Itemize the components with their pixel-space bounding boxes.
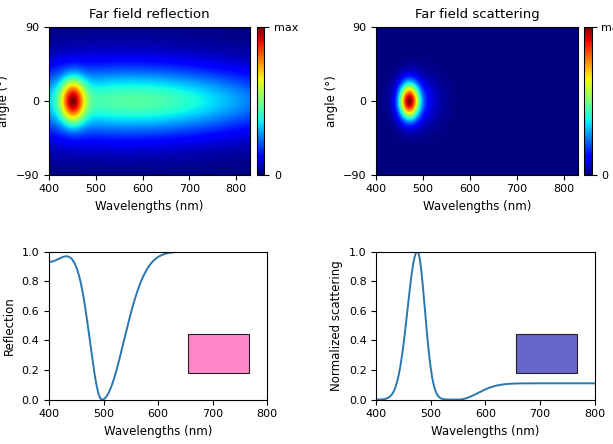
Y-axis label: angle (°): angle (°) <box>325 75 338 127</box>
Bar <box>188 334 249 373</box>
Title: Far field reflection: Far field reflection <box>89 8 210 21</box>
Title: Far field scattering: Far field scattering <box>414 8 539 21</box>
X-axis label: Wavelengths (nm): Wavelengths (nm) <box>96 200 204 213</box>
Bar <box>516 334 577 373</box>
X-axis label: Wavelengths (nm): Wavelengths (nm) <box>423 200 531 213</box>
X-axis label: Wavelengths (nm): Wavelengths (nm) <box>432 425 539 438</box>
Y-axis label: Normalized scattering: Normalized scattering <box>330 260 343 391</box>
Y-axis label: angle (°): angle (°) <box>0 75 10 127</box>
Y-axis label: Reflection: Reflection <box>3 296 16 355</box>
X-axis label: Wavelengths (nm): Wavelengths (nm) <box>104 425 212 438</box>
